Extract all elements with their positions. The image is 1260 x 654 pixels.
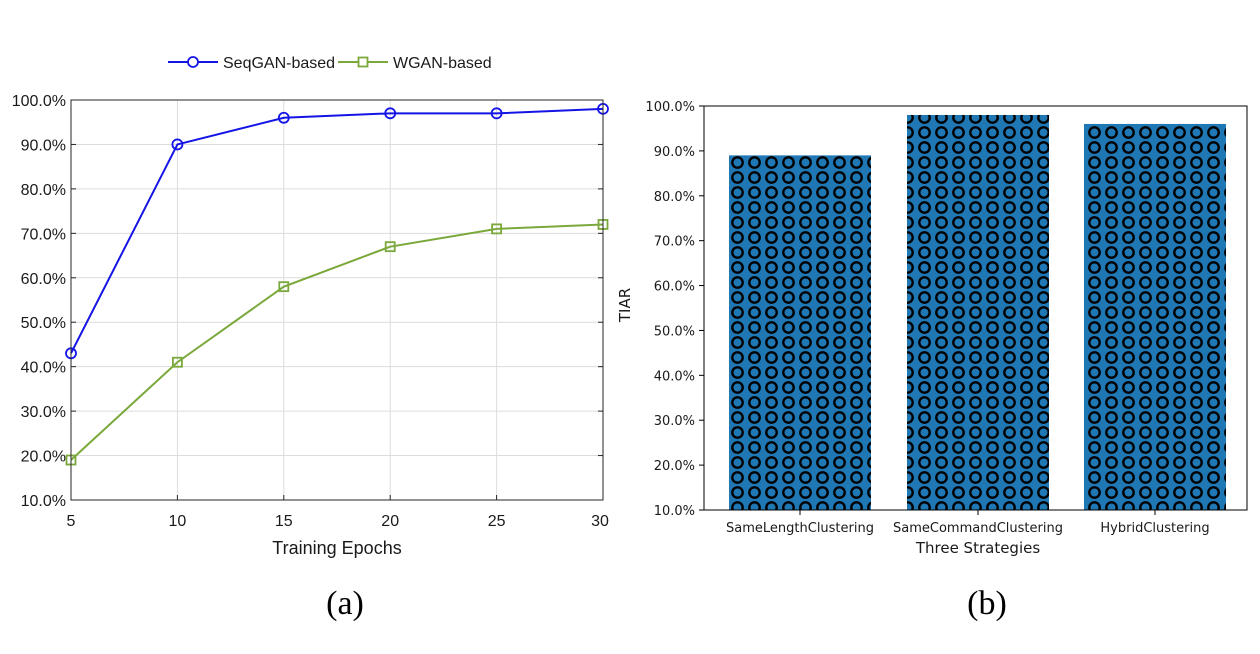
data-point [490,107,503,120]
y-tick-label: 30.0% [654,414,695,429]
bar-chart-panel: 10.0% 20.0% 30.0% 40.0% 50.0% 60.0% 70.0% 80.0%… [616,100,1248,622]
x-tick-label: 10 [169,513,187,530]
line-chart-panel: 10.0% 20.0% 30.0% 40.0% 50.0% 60.0% 70.0% 80.0%… [12,55,609,622]
bar [907,114,1049,510]
legend-label: SeqGAN-based [223,55,335,72]
x-axis-label-b: Three Strategies [915,539,1041,557]
data-point [277,111,290,124]
panel-a-caption: (a) [326,585,364,622]
x-tick-label: 30 [591,513,609,530]
data-point [491,223,503,235]
y-tick-label: 40.0% [654,369,695,384]
y-tick-label: 90.0% [654,145,695,160]
data-point [278,281,290,293]
x-tick-label: 5 [67,513,76,530]
y-tick-label: 60.0% [654,280,695,295]
y-tick-label: 20.0% [21,449,66,466]
y-tick-label: 10.0% [654,504,695,519]
x-tick-label: SameLengthClustering [726,521,874,536]
bar [729,155,871,510]
data-point [171,138,184,151]
series-line [70,223,604,461]
bars [729,114,1226,510]
x-tick-label: 20 [381,513,399,530]
y-tick-label: 100.0% [645,100,695,115]
legend-marker [187,56,199,68]
plot-frame-b [703,105,1248,511]
plot-frame [70,99,604,501]
y-tick-label: 50.0% [21,315,66,332]
data-point [384,107,397,120]
y-tick-label: 80.0% [21,182,66,199]
y-tick-label: 10.0% [21,493,66,510]
legend-label: WGAN-based [393,55,492,72]
legend: SeqGAN-based WGAN-based [168,55,492,72]
y-axis-label-b: TIAR [616,288,634,323]
y-tick-label: 100.0% [12,93,66,110]
y-tick-label: 90.0% [21,137,66,154]
x-axis-label: Training Epochs [272,538,401,558]
series-line [70,107,604,354]
data-point [171,356,183,368]
y-tick-label: 70.0% [654,235,695,250]
legend-marker [357,56,369,68]
y-tick-label: 70.0% [21,226,66,243]
tick-labels-b: 10.0% 20.0% 30.0% 40.0% 50.0% 60.0% 70.0% 80.0%… [645,100,1209,536]
data-point [384,241,396,253]
y-tick-label: 60.0% [21,271,66,288]
y-tick-label: 30.0% [21,404,66,421]
y-tick-label: 40.0% [21,360,66,377]
x-tick-label: 25 [488,513,506,530]
y-tick-label: 20.0% [654,459,695,474]
y-tick-label: 50.0% [654,324,695,339]
x-tick-label: SameCommandClustering [893,521,1063,536]
series-lines [65,102,609,466]
grid-lines [70,99,604,501]
panel-b-caption: (b) [967,585,1007,622]
bar [1084,123,1226,510]
tick-labels: 10.0% 20.0% 30.0% 40.0% 50.0% 60.0% 70.0% 80.0%… [12,93,609,530]
x-tick-label: 15 [275,513,293,530]
x-tick-label: HybridClustering [1100,521,1209,536]
y-tick-label: 80.0% [654,190,695,205]
